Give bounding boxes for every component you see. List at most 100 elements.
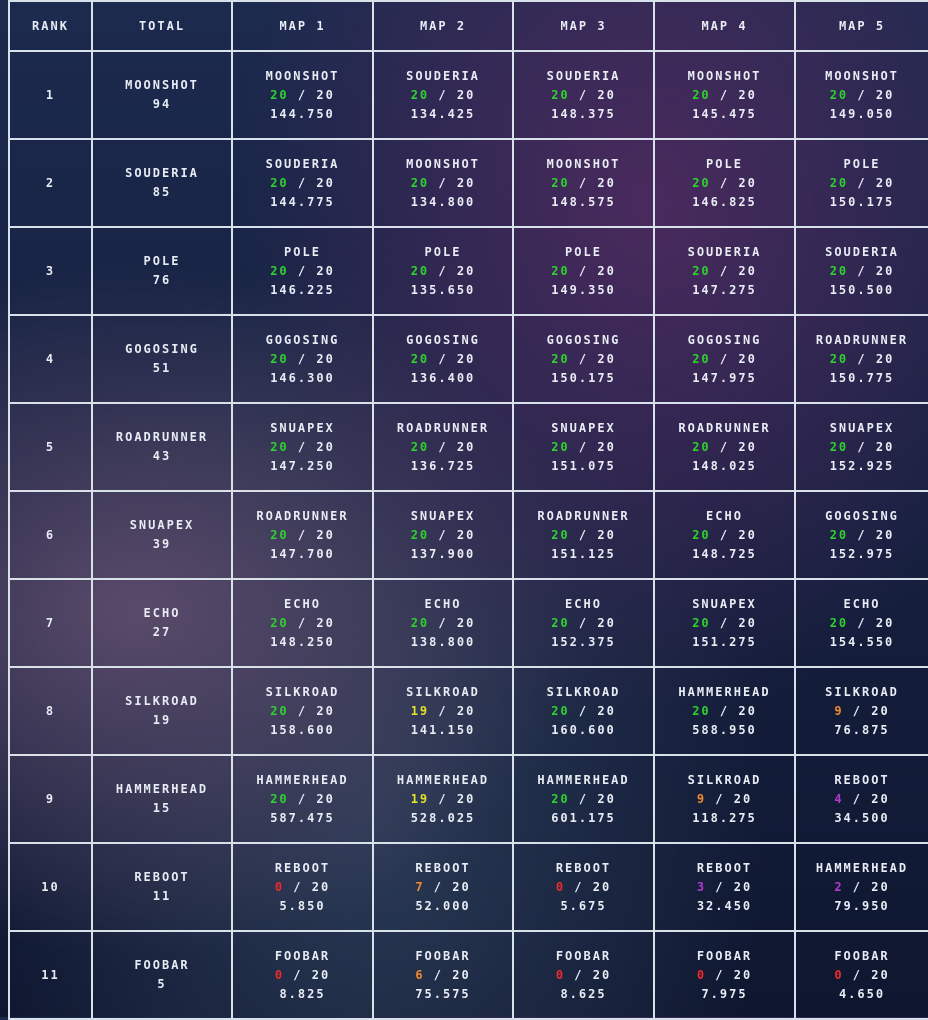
total-points: 43 [152,449,172,463]
map-cell: REBOOT 0 / 20 5.850 [231,842,374,932]
team-name: MOONSHOT [687,68,762,83]
score: 20 [270,527,289,542]
score-max: / 20 [719,87,757,102]
team-name: HAMMERHEAD [115,782,209,796]
score-line: 20 / 20 [374,262,512,281]
score: 20 [410,527,430,542]
score-line: 20 / 20 [796,526,928,545]
score-line: 20 / 20 [514,614,653,633]
time: 118.275 [692,810,757,825]
team-name: SOUDERIA [125,166,199,180]
score-line: 20 / 20 [796,86,928,105]
score-line: 20 / 20 [655,174,794,193]
score: 0 [555,967,566,982]
team-name: ROADRUNNER [815,332,909,347]
score-max: / 20 [719,439,757,454]
score-line: 20 / 20 [655,350,794,369]
score: 20 [692,175,711,190]
score-line: 20 / 20 [655,86,794,105]
column-header: MAP 2 [372,0,514,52]
score: 0 [274,879,285,894]
score-max: / 20 [719,703,757,718]
map-cell: ROADRUNNER 20 / 20 136.725 [372,402,514,492]
map-cell: ROADRUNNER 20 / 20 148.025 [653,402,796,492]
team-name: POLE [565,244,602,259]
map-cell: SOUDERIA 20 / 20 147.275 [653,226,796,316]
row: 6 SNUAPEX 39 ROADRUNNER 20 / 20 147.700 SNUAPE… [8,490,928,580]
score: 20 [551,703,570,718]
time: 151.075 [551,458,616,473]
rank-cell: 2 [8,138,93,228]
score-line: 20 / 20 [514,526,653,545]
score-line: 0 / 20 [514,878,653,897]
score: 20 [551,615,570,630]
score-line: 9 / 20 [796,702,928,721]
time: 141.150 [410,722,476,737]
score: 20 [551,527,570,542]
team-name: POLE [284,244,321,259]
score-line: 20 / 20 [655,702,794,721]
score-max: / 20 [297,351,335,366]
map-cell: POLE 20 / 20 149.350 [512,226,655,316]
time: 8.625 [560,986,607,1001]
row: 7 ECHO 27 ECHO 20 / 20 148.250 ECHO 20 / 20 138.… [8,578,928,668]
team-name: MOONSHOT [825,68,899,83]
score-line: 20 / 20 [796,614,928,633]
team-name: ROADRUNNER [256,508,349,523]
time: 148.725 [692,546,757,561]
score-max: / 20 [715,791,753,806]
team-name: ECHO [424,596,462,611]
score: 20 [829,175,849,190]
team-name: SILKROAD [546,684,621,699]
time: 134.800 [410,194,476,209]
map-cell: ECHO 20 / 20 152.375 [512,578,655,668]
score: 7 [415,879,425,894]
score-max: / 20 [852,967,890,982]
map-cell: SNUAPEX 20 / 20 147.250 [231,402,374,492]
score: 20 [829,615,849,630]
time: 587.475 [270,810,335,825]
team-name: POLE [706,156,743,171]
map-cell: ECHO 20 / 20 138.800 [372,578,514,668]
score-max: / 20 [578,439,616,454]
score-max: / 20 [433,879,471,894]
total-points: 27 [152,625,172,639]
total-cell: POLE 76 [91,226,233,316]
map-cell: SILKROAD 20 / 20 160.600 [512,666,655,756]
row: 8 SILKROAD 19 SILKROAD 20 / 20 158.600 SILKROA… [8,666,928,756]
score-line: 20 / 20 [655,438,794,457]
map-cell: SILKROAD 9 / 20 76.875 [794,666,928,756]
time: 134.425 [410,106,476,121]
team-name: SOUDERIA [825,244,899,259]
score-max: / 20 [578,703,616,718]
team-name: SILKROAD [265,684,340,699]
score-line: 19 / 20 [374,790,512,809]
score-max: / 20 [433,967,471,982]
map-cell: ECHO 20 / 20 154.550 [794,578,928,668]
team-name: SOUDERIA [687,244,762,259]
time: 150.175 [551,370,616,385]
score-line: 20 / 20 [233,262,372,281]
score-max: / 20 [297,87,335,102]
team-name: GOGOSING [125,342,199,356]
score-line: 6 / 20 [374,966,512,985]
score: 9 [696,791,707,806]
score: 9 [834,703,844,718]
team-name: ROADRUNNER [396,420,490,435]
time: 32.450 [696,898,753,913]
score-max: / 20 [293,879,331,894]
total-cell: SOUDERIA 85 [91,138,233,228]
time: 148.375 [551,106,616,121]
team-name: ROADRUNNER [537,508,630,523]
score-line: 20 / 20 [374,86,512,105]
score: 20 [270,87,289,102]
time: 147.250 [270,458,335,473]
time: 79.950 [834,898,890,913]
team-name: FOOBAR [555,948,612,963]
score: 0 [274,967,285,982]
time: 152.975 [829,546,895,561]
map-cell: GOGOSING 20 / 20 146.300 [231,314,374,404]
score: 20 [410,351,430,366]
row: 2 SOUDERIA 85 SOUDERIA 20 / 20 144.775 MOONSHO… [8,138,928,228]
score-max: / 20 [438,615,476,630]
